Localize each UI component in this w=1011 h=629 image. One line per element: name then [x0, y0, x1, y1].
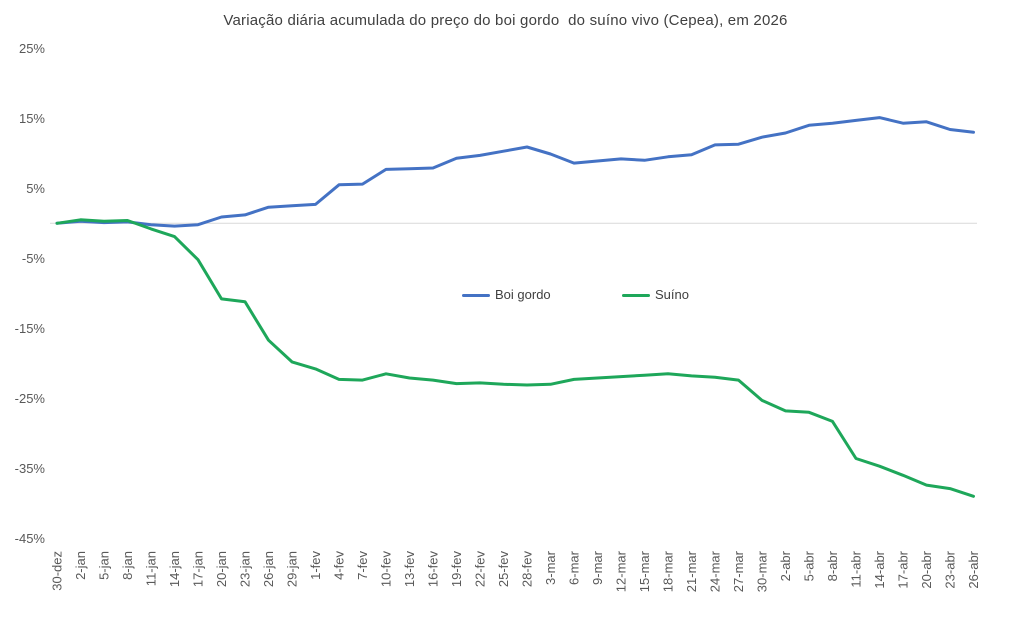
- x-axis-label: 2-abr: [778, 550, 793, 581]
- x-axis-label: 18-mar: [661, 550, 676, 592]
- x-axis-label: 25-fev: [496, 551, 511, 588]
- x-axis-label: 20-abr: [919, 550, 934, 588]
- x-axis-label: 14-jan: [167, 551, 182, 587]
- x-axis-label: 7-fev: [355, 551, 370, 580]
- x-axis-label: 8-abr: [825, 550, 840, 581]
- x-axis-label: 27-mar: [731, 550, 746, 592]
- x-axis-label: 28-fev: [520, 551, 535, 588]
- x-axis-label: 14-abr: [872, 550, 887, 588]
- x-axis-label: 30-mar: [755, 550, 770, 592]
- y-axis-label: 5%: [26, 181, 45, 196]
- x-axis-label: 26-jan: [261, 551, 276, 587]
- y-axis-label: -45%: [15, 531, 46, 546]
- x-axis-label: 22-fev: [473, 551, 488, 588]
- x-axis-label: 4-fev: [332, 551, 347, 580]
- y-axis-label: -35%: [15, 461, 46, 476]
- x-axis-label: 17-jan: [191, 551, 206, 587]
- chart-title: Variação diária acumulada do preço do bo…: [223, 12, 788, 29]
- x-axis-label: 20-jan: [214, 551, 229, 587]
- y-axis-label: 15%: [19, 111, 45, 126]
- x-axis-label: 1-fev: [308, 551, 323, 580]
- boi-gordo-line: [55, 116, 975, 228]
- x-axis-label: 17-abr: [896, 550, 911, 588]
- x-axis-label: 13-fev: [402, 551, 417, 588]
- suino-line: [55, 218, 975, 498]
- x-axis-label: 24-mar: [708, 550, 723, 592]
- y-axis-label: -5%: [22, 251, 46, 266]
- x-axis-label: 16-fev: [426, 551, 441, 588]
- x-axis-label: 12-mar: [614, 550, 629, 592]
- y-axis-label: -15%: [15, 321, 46, 336]
- x-axis-label: 8-jan: [120, 551, 135, 580]
- x-axis-label: 5-abr: [802, 550, 817, 581]
- x-axis-label: 15-mar: [637, 550, 652, 592]
- y-axis-label: 25%: [19, 41, 45, 56]
- x-axis-label: 23-jan: [238, 551, 253, 587]
- x-axis-label: 11-abr: [849, 550, 864, 587]
- x-axis-label: 5-jan: [97, 551, 112, 580]
- x-axis-label: 2-jan: [73, 551, 88, 580]
- x-axis-label: 10-fev: [379, 551, 394, 588]
- y-axis-label: -25%: [15, 391, 46, 406]
- x-axis-label: 3-mar: [543, 550, 558, 585]
- x-axis-label: 23-abr: [943, 550, 958, 588]
- x-axis-label: 9-mar: [590, 550, 605, 585]
- x-axis-label: 19-fev: [449, 551, 464, 588]
- x-axis-label: 21-mar: [684, 550, 699, 592]
- x-axis-label: 26-abr: [966, 550, 981, 588]
- x-axis-label: 6-mar: [567, 550, 582, 585]
- x-axis-label: 29-jan: [285, 551, 300, 587]
- x-axis-label: 30-dez: [50, 551, 65, 591]
- x-axis-label: 11-jan: [144, 551, 159, 586]
